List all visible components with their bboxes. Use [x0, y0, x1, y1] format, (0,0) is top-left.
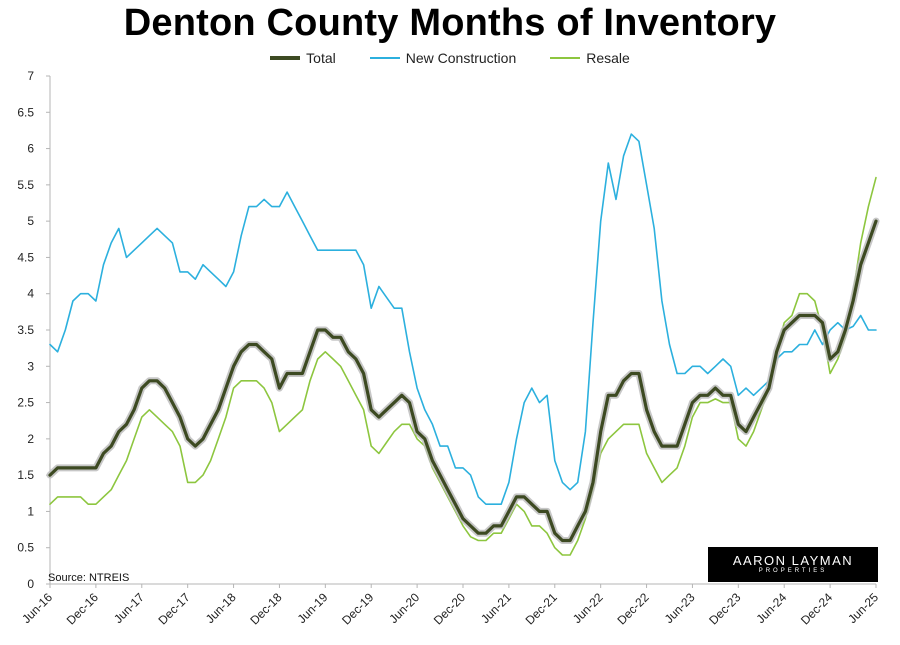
series-total-shadow	[46, 217, 880, 544]
x-tick-label: Dec-24	[798, 590, 835, 627]
logo-name: AARON LAYMAN	[732, 553, 854, 568]
y-tick-label: 6	[27, 142, 34, 156]
x-tick-label: Jun-25	[845, 590, 881, 626]
x-tick-label: Dec-20	[431, 590, 468, 627]
y-tick-label: 4.5	[17, 250, 34, 264]
y-tick-label: 2.5	[17, 396, 34, 410]
x-tick-label: Jun-17	[111, 590, 147, 626]
y-tick-label: 0	[27, 577, 34, 591]
series-line-resale	[49, 176, 877, 556]
x-tick-label: Jun-22	[570, 590, 606, 626]
x-tick-label: Dec-22	[614, 590, 651, 627]
legend-label: New Construction	[405, 50, 517, 66]
legend: Total New Construction Resale	[0, 50, 900, 66]
y-tick-label: 3.5	[17, 323, 34, 337]
legend-label: Resale	[586, 50, 630, 66]
series-line-total	[48, 219, 878, 543]
source-note: Source: NTREIS	[48, 572, 130, 584]
legend-swatch	[369, 57, 400, 59]
y-tick-label: 0.5	[17, 541, 34, 555]
x-tick-label: Dec-21	[523, 590, 560, 627]
legend-item-new-construction: New Construction	[369, 50, 517, 66]
y-tick-label: 6.5	[17, 105, 34, 119]
y-tick-label: 7	[27, 69, 34, 83]
x-tick-label: Jun-24	[753, 590, 789, 626]
x-tick-label: Jun-18	[203, 590, 239, 626]
x-tick-label: Jun-19	[295, 590, 331, 626]
logo-sub: PROPERTIES	[758, 568, 828, 574]
x-tick-label: Dec-17	[156, 590, 193, 627]
legend-item-total: Total	[270, 50, 336, 66]
x-tick-label: Dec-18	[247, 590, 284, 627]
legend-swatch	[270, 56, 301, 60]
y-tick-label: 5.5	[17, 178, 34, 192]
chart-title: Denton County Months of Inventory	[123, 2, 777, 44]
y-tick-label: 1.5	[17, 468, 34, 482]
legend-swatch	[550, 57, 581, 59]
y-tick-label: 2	[27, 432, 34, 446]
x-tick-label: Jun-21	[478, 590, 514, 626]
x-tick-label: Dec-19	[339, 590, 376, 627]
y-tick-label: 3	[27, 359, 34, 373]
x-tick-label: Jun-20	[386, 590, 422, 626]
legend-item-resale: Resale	[550, 50, 630, 66]
x-tick-label: Jun-16	[19, 590, 55, 626]
y-tick-label: 5	[27, 214, 34, 228]
y-tick-label: 1	[27, 504, 34, 518]
legend-label: Total	[306, 50, 336, 66]
x-tick-label: Jun-23	[662, 590, 698, 626]
brand-logo: AARON LAYMAN PROPERTIES	[708, 547, 878, 582]
series-line-new-construction	[49, 133, 877, 506]
series-layer	[46, 133, 880, 556]
y-tick-label: 4	[27, 287, 34, 301]
x-tick-label: Dec-23	[706, 590, 743, 627]
x-tick-label: Dec-16	[64, 590, 101, 627]
